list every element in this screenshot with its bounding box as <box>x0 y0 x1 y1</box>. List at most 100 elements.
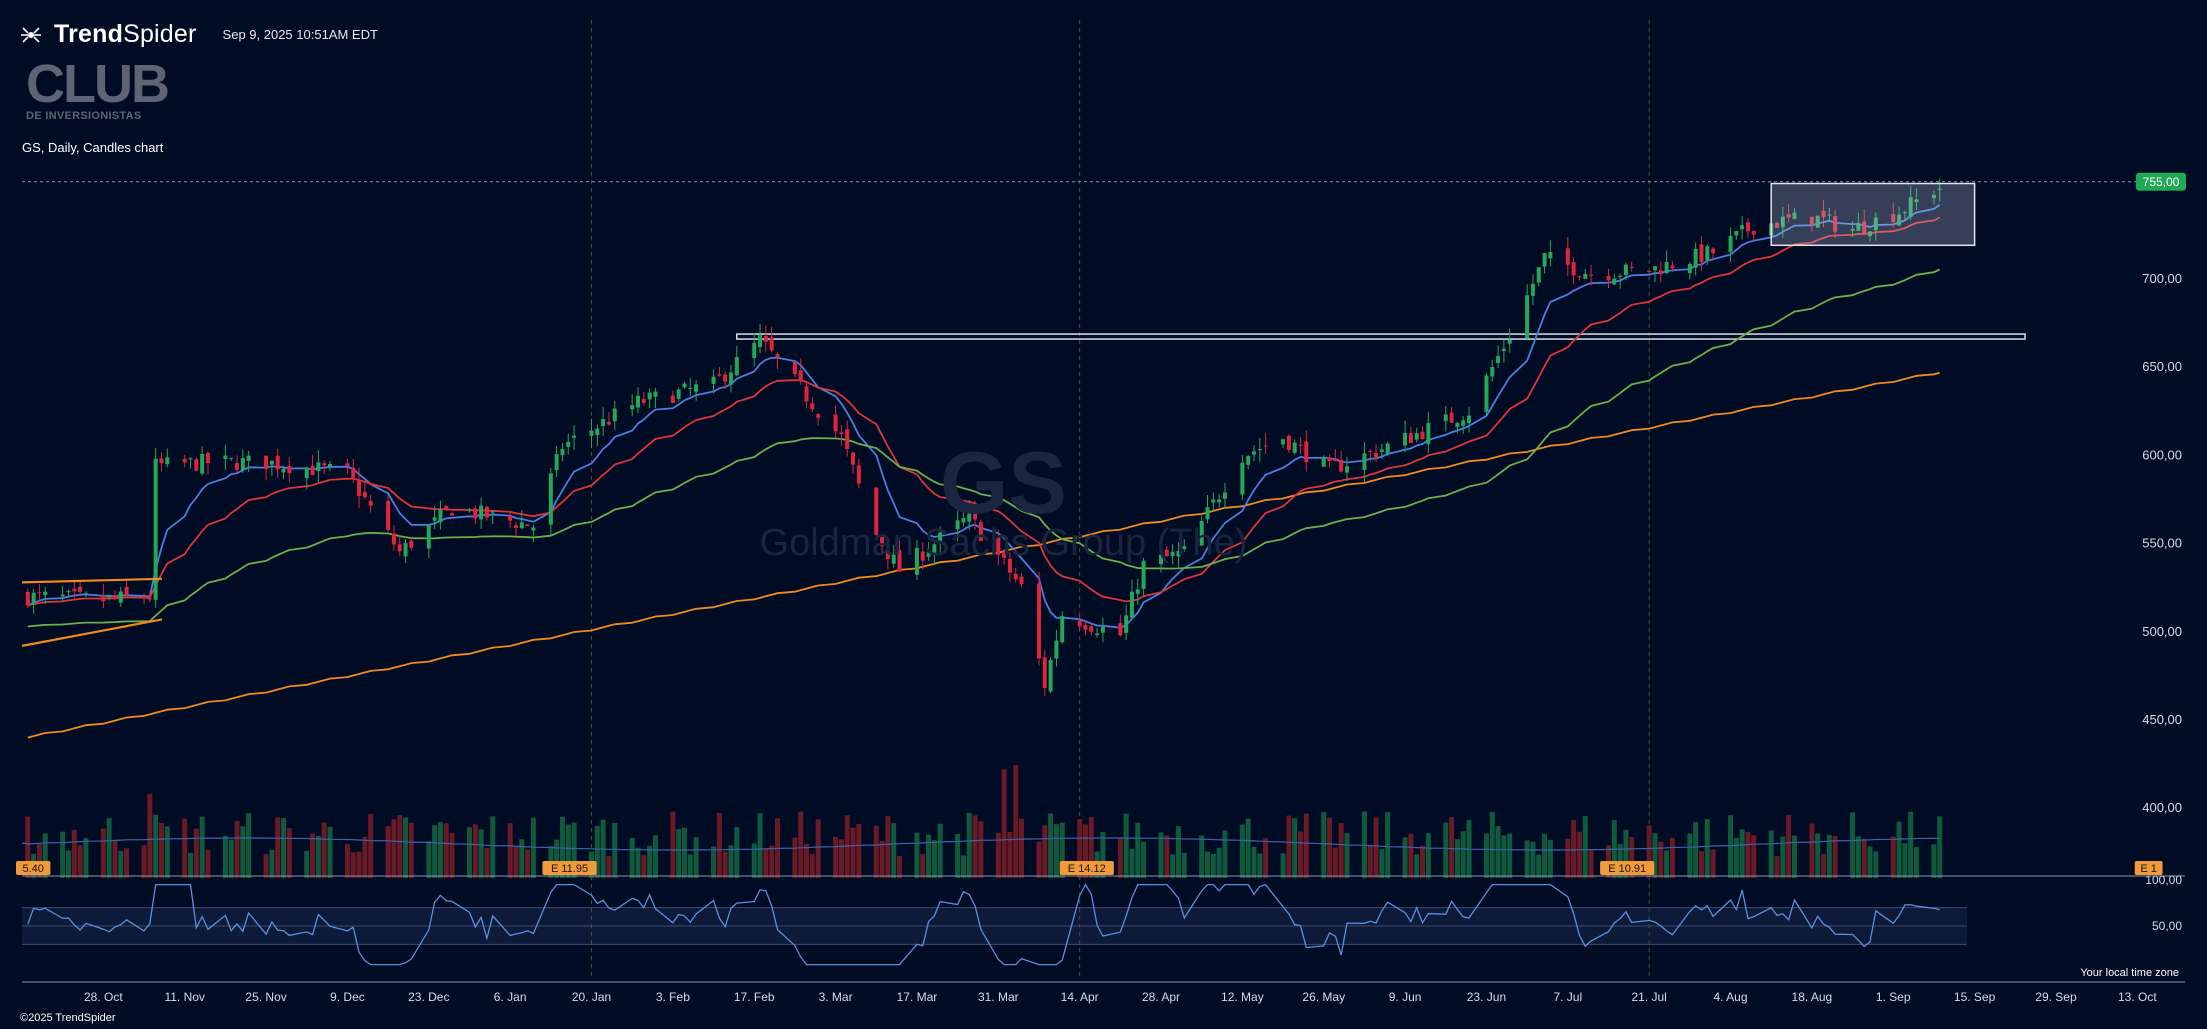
candle-body <box>1833 215 1838 232</box>
candle <box>1443 405 1448 432</box>
candle <box>1548 240 1553 267</box>
candle-body <box>432 517 437 521</box>
candle <box>1792 207 1797 220</box>
volume-bar <box>757 813 763 878</box>
candle-body <box>200 453 205 474</box>
timezone-label[interactable]: Your local time zone <box>2080 967 2179 979</box>
candle-series[interactable] <box>25 178 1942 696</box>
candle <box>1606 268 1611 289</box>
volume-bar <box>792 837 798 878</box>
volume-bar <box>1669 837 1675 878</box>
candle-body <box>1217 499 1222 503</box>
candle <box>1129 579 1134 619</box>
time-tick-label: 6. Jan <box>494 990 527 1004</box>
candle-body <box>1490 366 1495 377</box>
volume-bar <box>995 832 1001 878</box>
candle-body <box>955 520 960 530</box>
candle-body <box>920 551 925 561</box>
candle-body <box>670 395 675 404</box>
sma-200-line <box>27 371 1940 739</box>
candle <box>1484 373 1489 416</box>
price-tick-label: 450,00 <box>2142 712 2182 727</box>
price-tick-label: 500,00 <box>2142 624 2182 639</box>
candle <box>694 380 699 401</box>
candle-body <box>1449 412 1454 423</box>
volume-bar <box>1530 841 1536 878</box>
volume-bar <box>1664 850 1670 878</box>
candle <box>1496 345 1501 369</box>
candle <box>1135 578 1140 605</box>
candle <box>1536 267 1541 287</box>
candle <box>711 369 716 394</box>
candle <box>1205 495 1210 524</box>
candle-body <box>1292 442 1297 453</box>
candle-body <box>240 458 245 470</box>
candle-body <box>1286 435 1291 450</box>
candle-body <box>856 465 861 484</box>
rsi-pane[interactable]: 100,00 50,00 <box>22 873 2185 966</box>
volume-bar <box>1902 843 1908 878</box>
time-axis[interactable]: 28. Oct 11. Nov 25. Nov 9. Dec 23. Dec 6. Jan… <box>22 981 2185 1004</box>
volume-bar <box>1251 846 1257 878</box>
candle-body <box>235 463 240 470</box>
candle-body <box>357 479 362 496</box>
candle <box>1449 406 1454 423</box>
candle <box>897 540 902 572</box>
candle-body <box>1530 283 1535 296</box>
candle <box>734 345 739 376</box>
candle <box>1159 544 1164 573</box>
volume-bar <box>1536 854 1542 878</box>
price-tick-label: 600,00 <box>2142 447 2182 462</box>
earnings-badges[interactable]: 5.40 E 11.95 E 14.12 E 10.91 E 1 <box>16 861 2163 875</box>
candle-body <box>1420 431 1425 439</box>
candle <box>118 586 123 608</box>
time-tick-label: 9. Jun <box>1389 990 1422 1004</box>
candle <box>1089 622 1094 636</box>
time-tick-label: 23. Dec <box>408 990 449 1004</box>
candle-body <box>1002 551 1007 558</box>
volume-bar <box>1420 845 1426 878</box>
candle-body <box>345 463 350 467</box>
candle-body <box>996 537 1001 555</box>
candle-body <box>513 525 518 528</box>
candle-body <box>188 458 193 460</box>
candle-body <box>43 591 48 596</box>
volume-bar <box>1693 822 1699 878</box>
candle <box>1036 571 1041 666</box>
candle <box>194 457 199 472</box>
resistance-zone[interactable] <box>736 333 2026 340</box>
candle <box>1937 178 1942 202</box>
candle-body <box>1775 223 1780 228</box>
volume-bar <box>147 793 153 878</box>
candle-body <box>322 463 327 466</box>
candle-body <box>1170 551 1175 557</box>
candle-body <box>560 449 565 456</box>
volume-bar <box>1059 822 1065 878</box>
candle <box>1252 445 1256 462</box>
candle-body <box>804 386 809 402</box>
volume-bar <box>1861 838 1867 878</box>
volume-bar <box>891 823 897 878</box>
candle-body <box>83 593 88 595</box>
candle <box>920 542 925 570</box>
candle <box>264 455 269 481</box>
candle-body <box>391 533 396 545</box>
candle <box>554 446 559 478</box>
volume-bar <box>931 840 937 878</box>
price-axis[interactable]: 400,00 450,00 500,00 550,00 600,00 650,00 700,… <box>2136 172 2186 815</box>
candle <box>1083 620 1088 636</box>
time-tick-label: 9. Dec <box>330 990 365 1004</box>
candle <box>1408 426 1413 444</box>
volume-bar <box>193 828 199 878</box>
volume-bar <box>711 846 717 878</box>
volume-bar <box>885 815 891 878</box>
candle-body <box>758 335 763 347</box>
volume-bar <box>920 853 926 878</box>
candle <box>362 480 367 500</box>
candle-body <box>1019 576 1024 585</box>
candle <box>1403 420 1408 453</box>
volume-bar <box>1135 822 1141 878</box>
candle <box>223 444 228 471</box>
volume-bar <box>1774 855 1780 878</box>
